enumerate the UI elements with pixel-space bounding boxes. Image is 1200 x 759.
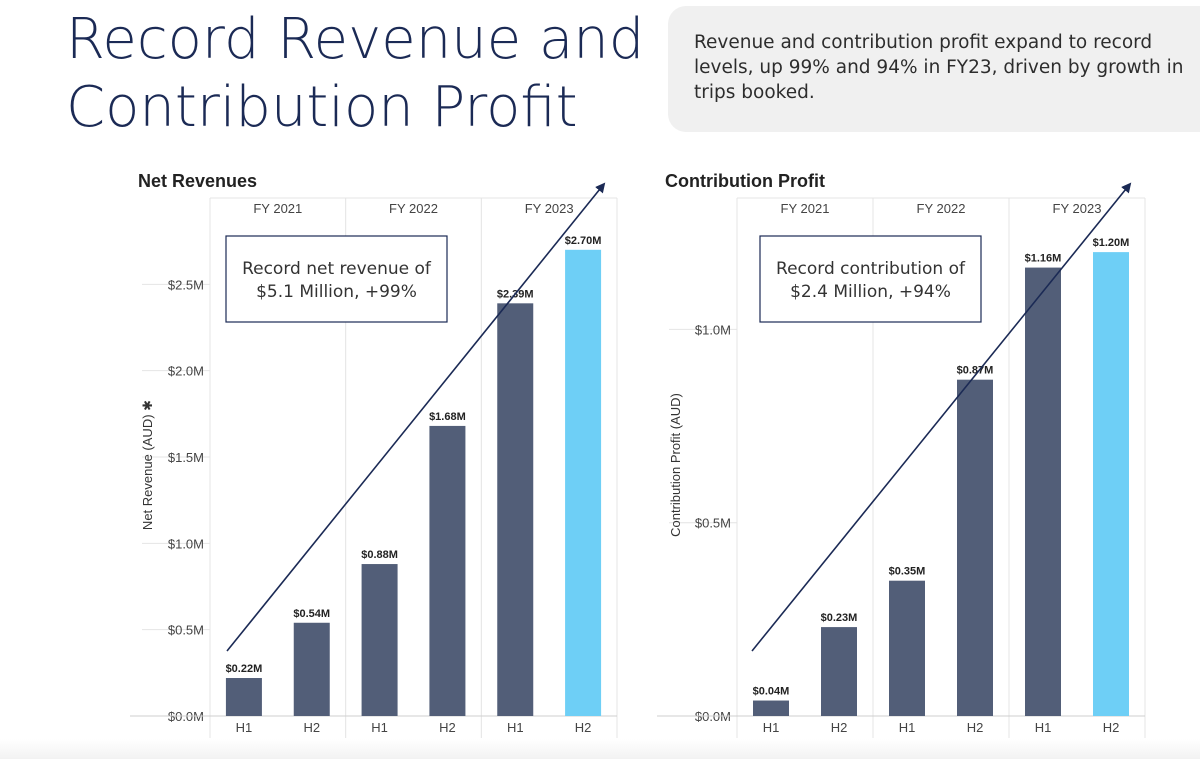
annotation-box	[759, 235, 982, 323]
bar-h1-2	[361, 564, 398, 716]
x-tick-label: H1	[371, 720, 388, 735]
page-title-line-1: Record Revenue and	[66, 7, 645, 72]
y-tick-label: $0.5M	[695, 516, 731, 531]
x-tick-label: H1	[236, 720, 253, 735]
bar-value-label: $0.87M	[957, 365, 994, 377]
x-tick-label: H2	[831, 720, 848, 735]
page-title-line-2: Contribution Profit	[66, 75, 578, 140]
bar-h1-0	[753, 700, 789, 716]
y-axis-label: Net Revenue (AUD) ✱	[140, 400, 155, 530]
annotation-text-line: Record contribution of	[776, 259, 966, 279]
x-tick-label: H1	[507, 720, 524, 735]
bar-value-label: $1.16M	[1025, 253, 1062, 265]
bar-h1-4	[497, 303, 534, 716]
y-tick-label: $2.5M	[168, 277, 204, 292]
page-title: Record Revenue and Contribution Profit	[66, 6, 644, 142]
period-label: FY 2022	[389, 201, 438, 216]
bar-value-label: $0.23M	[821, 612, 858, 624]
bar-h2-3	[957, 379, 993, 716]
bar-h2-3	[429, 425, 466, 716]
footer-strip	[0, 739, 1200, 759]
x-tick-label: H2	[303, 720, 320, 735]
bar-h2-5	[565, 249, 602, 717]
period-label: FY 2023	[1053, 201, 1102, 216]
bar-value-label: $0.04M	[753, 686, 790, 698]
x-tick-label: H1	[899, 720, 916, 735]
bar-h2-1	[821, 627, 857, 716]
summary-panel	[668, 6, 1200, 132]
bar-value-label: $0.35M	[889, 566, 926, 578]
bar-value-label: $1.68M	[429, 411, 466, 423]
period-label: FY 2021	[253, 201, 302, 216]
x-tick-label: H2	[575, 720, 592, 735]
y-axis-label: Contribution Profit (AUD)	[668, 393, 683, 537]
annotation-box	[225, 235, 448, 323]
x-tick-label: H1	[1035, 720, 1052, 735]
bar-value-label: $0.88M	[361, 549, 398, 561]
period-label: FY 2021	[781, 201, 830, 216]
x-tick-label: H2	[967, 720, 984, 735]
chart-title: Contribution Profit	[665, 171, 825, 191]
bar-h1-2	[889, 580, 925, 716]
x-tick-label: H2	[1103, 720, 1120, 735]
x-tick-label: H1	[763, 720, 780, 735]
annotation-text-line: $5.1 Million, +99%	[256, 282, 417, 302]
annotation-text-line: $2.4 Million, +94%	[790, 282, 951, 302]
bar-h2-5	[1093, 252, 1129, 717]
chart-title: Net Revenues	[138, 171, 257, 191]
y-tick-label: $0.5M	[168, 623, 204, 638]
summary-text: Revenue and contribution profit expand t…	[694, 32, 1184, 103]
x-tick-label: H2	[439, 720, 456, 735]
period-label: FY 2022	[917, 201, 966, 216]
bar-value-label: $0.54M	[293, 608, 330, 620]
y-tick-label: $1.0M	[168, 536, 204, 551]
bar-h2-1	[293, 622, 330, 716]
y-tick-label: $2.0M	[168, 364, 204, 379]
trend-arrow	[751, 182, 1132, 652]
bar-h1-0	[225, 678, 262, 716]
bar-value-label: $0.22M	[226, 663, 263, 675]
period-label: FY 2023	[525, 201, 574, 216]
bar-value-label: $2.70M	[565, 235, 602, 247]
y-tick-label: $1.5M	[168, 450, 204, 465]
trend-arrow	[226, 182, 606, 652]
net-revenue-chart: Net Revenues$0.0M$0.5M$1.0M$1.5M$2.0M$2.…	[130, 171, 618, 738]
y-tick-label: $1.0M	[695, 322, 731, 337]
annotation-text-line: Record net revenue of	[242, 259, 432, 279]
bar-h1-4	[1025, 267, 1061, 716]
bar-value-label: $1.20M	[1093, 237, 1130, 249]
